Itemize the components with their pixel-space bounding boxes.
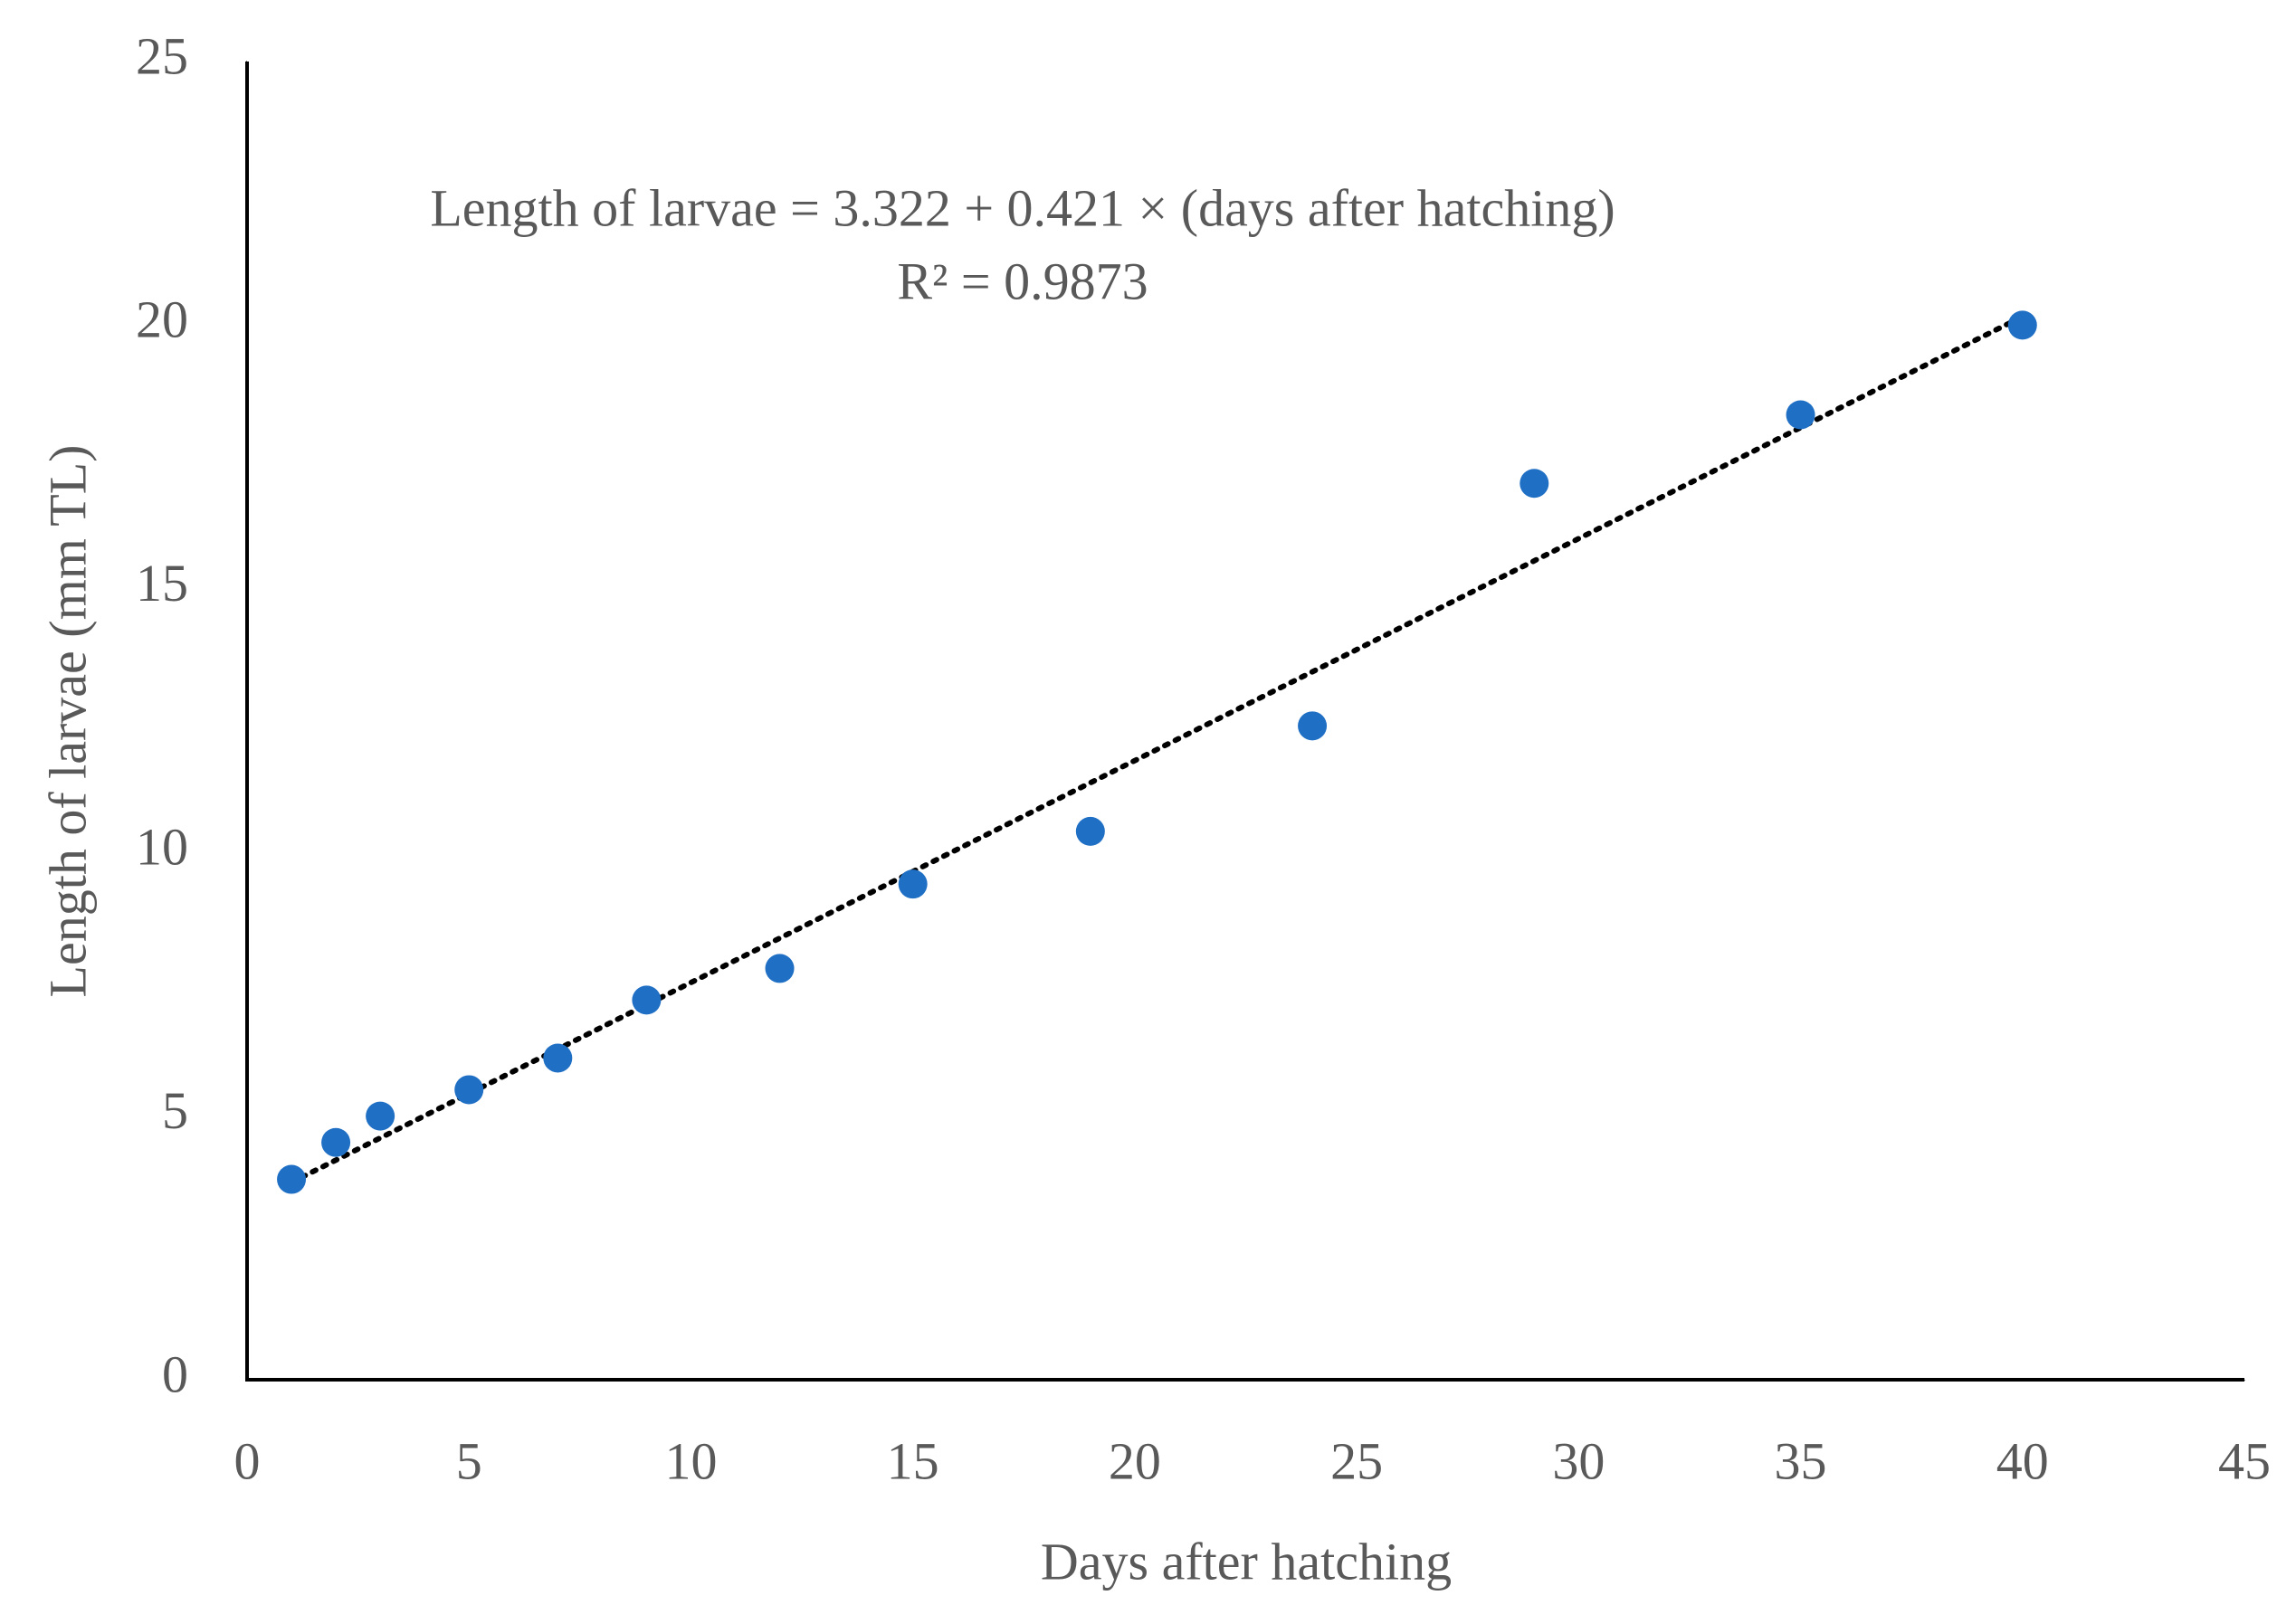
x-tick-label: 45 [2218,1431,2271,1490]
x-tick-label: 0 [234,1431,261,1490]
data-point [898,869,928,899]
data-point [2007,310,2037,340]
data-point [1786,400,1815,430]
y-tick-label: 10 [136,818,188,877]
data-point [366,1101,395,1131]
y-axis-title: Length of larvae (mm TL) [38,445,97,998]
x-tick-label: 35 [1775,1431,1827,1490]
x-tick-label: 10 [664,1431,717,1490]
y-tick-label: 15 [136,554,188,613]
trendline [289,313,2025,1185]
x-tick-label: 30 [1552,1431,1605,1490]
data-point [454,1075,484,1105]
y-tick-label: 25 [136,26,188,85]
equation-annotation: Length of larvae = 3.322 + 0.421 × (days… [430,178,1615,237]
data-point [765,954,795,983]
x-tick-label: 15 [887,1431,939,1490]
x-tick-label: 20 [1109,1431,1161,1490]
data-point [543,1043,573,1073]
y-tick-label: 5 [162,1081,188,1140]
x-tick-label: 25 [1330,1431,1383,1490]
data-point [1520,469,1549,499]
data-point [321,1127,351,1157]
y-tick-label: 0 [162,1344,188,1403]
r-squared-annotation: R² = 0.9873 [897,252,1148,310]
data-point [1298,711,1328,741]
y-tick-label: 20 [136,290,188,349]
x-tick-label: 40 [1996,1431,2049,1490]
x-tick-label: 5 [456,1431,482,1490]
data-point [1075,816,1105,846]
x-axis-title: Days after hatching [1041,1532,1452,1591]
data-point [632,985,662,1015]
data-point [277,1164,307,1194]
